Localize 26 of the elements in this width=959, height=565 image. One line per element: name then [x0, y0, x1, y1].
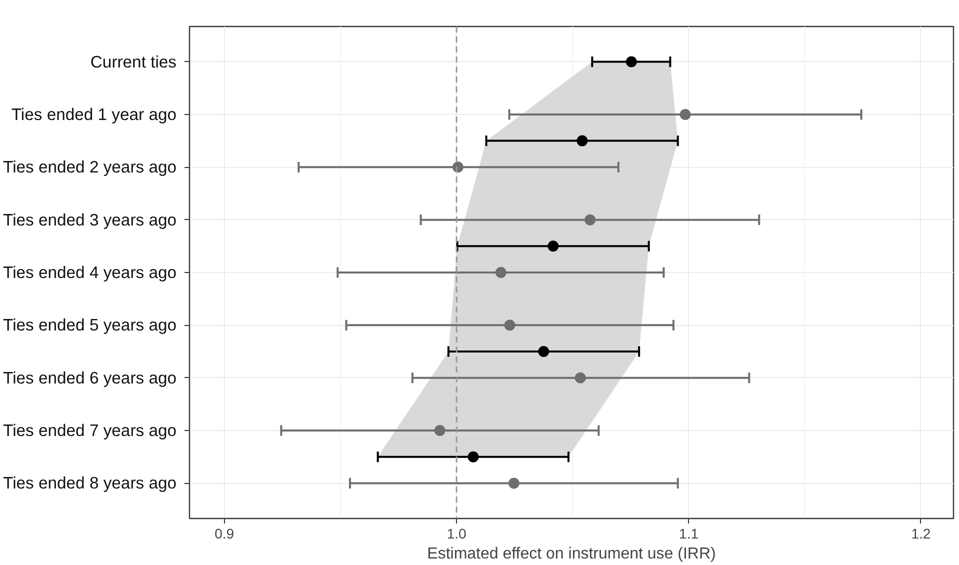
point	[468, 451, 479, 462]
point	[626, 56, 637, 68]
x-axis-title: Estimated effect on instrument use (IRR)	[427, 546, 716, 562]
point	[495, 267, 506, 278]
point	[508, 478, 520, 489]
point	[538, 346, 550, 358]
x-tick-label: 1.2	[911, 526, 931, 542]
y-tick-label: Ties ended 4 years ago	[3, 263, 177, 282]
x-tick-label: 1.1	[679, 526, 699, 542]
y-tick-label: Ties ended 7 years ago	[3, 421, 177, 440]
point	[434, 425, 446, 436]
y-tick-label: Ties ended 5 years ago	[3, 316, 177, 335]
point	[548, 240, 559, 252]
y-tick-label: Ties ended 8 years ago	[3, 474, 177, 493]
y-tick-label: Ties ended 2 years ago	[3, 158, 177, 177]
x-tick-label: 1.0	[446, 526, 466, 542]
point	[504, 320, 516, 331]
point	[584, 214, 596, 226]
point	[576, 135, 588, 146]
point	[574, 372, 586, 384]
x-tick-label: 0.9	[214, 526, 234, 542]
y-tick-label: Ties ended 6 years ago	[3, 368, 177, 388]
y-tick-label: Current ties	[90, 52, 177, 72]
y-tick-label: Ties ended 3 years ago	[3, 210, 177, 230]
y-tick-label: Ties ended 1 year ago	[11, 104, 177, 124]
point	[680, 108, 691, 120]
